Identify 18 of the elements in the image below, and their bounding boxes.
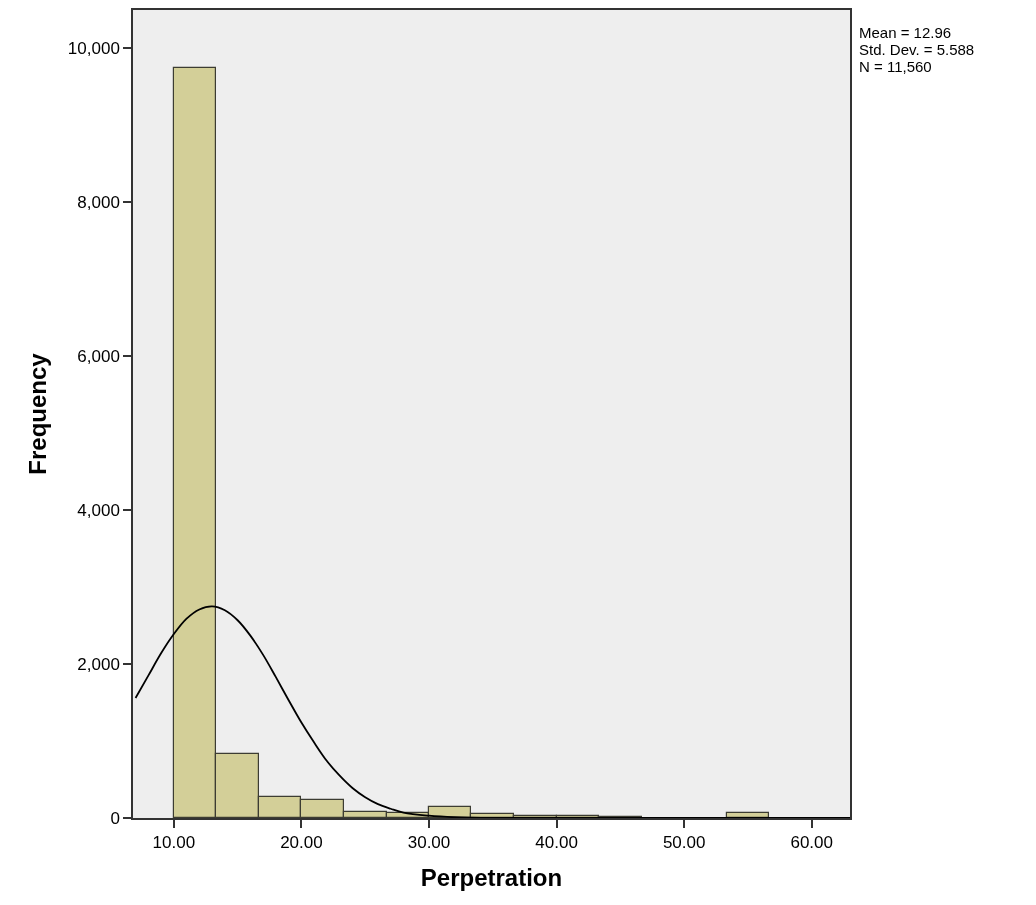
y-axis-title: Frequency — [24, 352, 52, 475]
x-tick-label: 50.00 — [662, 833, 706, 853]
y-tick-label: 2,000 — [77, 655, 120, 675]
y-tick-label: 6,000 — [77, 347, 120, 367]
line-series — [134, 605, 850, 818]
y-tick-label: 0 — [110, 808, 120, 828]
text: Std. Dev. = 5.588 — [859, 41, 975, 58]
y-tick-label: 4,000 — [77, 501, 120, 521]
x-tick-label: 40.00 — [535, 833, 578, 853]
x-tick-label: 10.00 — [152, 833, 196, 853]
text: N = 11,560 — [859, 58, 932, 75]
y-tick-label: 8,000 — [77, 193, 120, 213]
x-tick-label: 30.00 — [407, 833, 451, 853]
text: Mean = 12.96 — [859, 24, 952, 41]
y-tick-label: 10,000 — [67, 39, 120, 59]
x-tick-label: 20.00 — [280, 833, 323, 853]
x-tick-label: 60.00 — [790, 833, 833, 853]
x-axis-title: Perpetration — [420, 863, 563, 891]
